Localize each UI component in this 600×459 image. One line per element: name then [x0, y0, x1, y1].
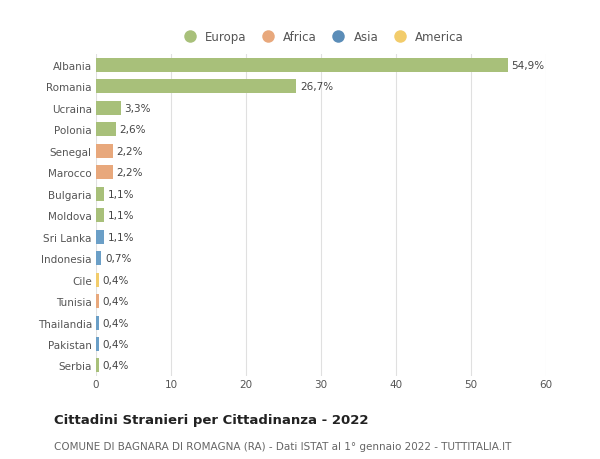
Text: 1,1%: 1,1% [108, 211, 134, 221]
Text: 0,4%: 0,4% [103, 361, 129, 371]
Bar [96, 209, 104, 223]
Text: 1,1%: 1,1% [108, 189, 134, 199]
Text: 0,7%: 0,7% [105, 253, 131, 263]
Text: 0,4%: 0,4% [103, 297, 129, 307]
Bar [96, 230, 104, 244]
Bar [96, 145, 113, 158]
Bar [96, 123, 115, 137]
Text: Cittadini Stranieri per Cittadinanza - 2022: Cittadini Stranieri per Cittadinanza - 2… [54, 413, 368, 426]
Legend: Europa, Africa, Asia, America: Europa, Africa, Asia, America [176, 29, 466, 46]
Bar [96, 101, 121, 116]
Text: 3,3%: 3,3% [125, 104, 151, 114]
Bar [96, 166, 113, 180]
Text: 2,2%: 2,2% [116, 168, 143, 178]
Bar [96, 358, 99, 373]
Text: 0,4%: 0,4% [103, 318, 129, 328]
Text: 1,1%: 1,1% [108, 232, 134, 242]
Text: 26,7%: 26,7% [300, 82, 333, 92]
Text: 2,6%: 2,6% [119, 125, 146, 135]
Text: 54,9%: 54,9% [511, 61, 545, 71]
Bar [96, 80, 296, 94]
Bar [96, 59, 508, 73]
Bar [96, 273, 99, 287]
Bar [96, 316, 99, 330]
Bar [96, 337, 99, 351]
Text: 2,2%: 2,2% [116, 146, 143, 157]
Bar [96, 252, 101, 265]
Text: 0,4%: 0,4% [103, 339, 129, 349]
Text: COMUNE DI BAGNARA DI ROMAGNA (RA) - Dati ISTAT al 1° gennaio 2022 - TUTTITALIA.I: COMUNE DI BAGNARA DI ROMAGNA (RA) - Dati… [54, 441, 511, 451]
Text: 0,4%: 0,4% [103, 275, 129, 285]
Bar [96, 295, 99, 308]
Bar [96, 187, 104, 201]
